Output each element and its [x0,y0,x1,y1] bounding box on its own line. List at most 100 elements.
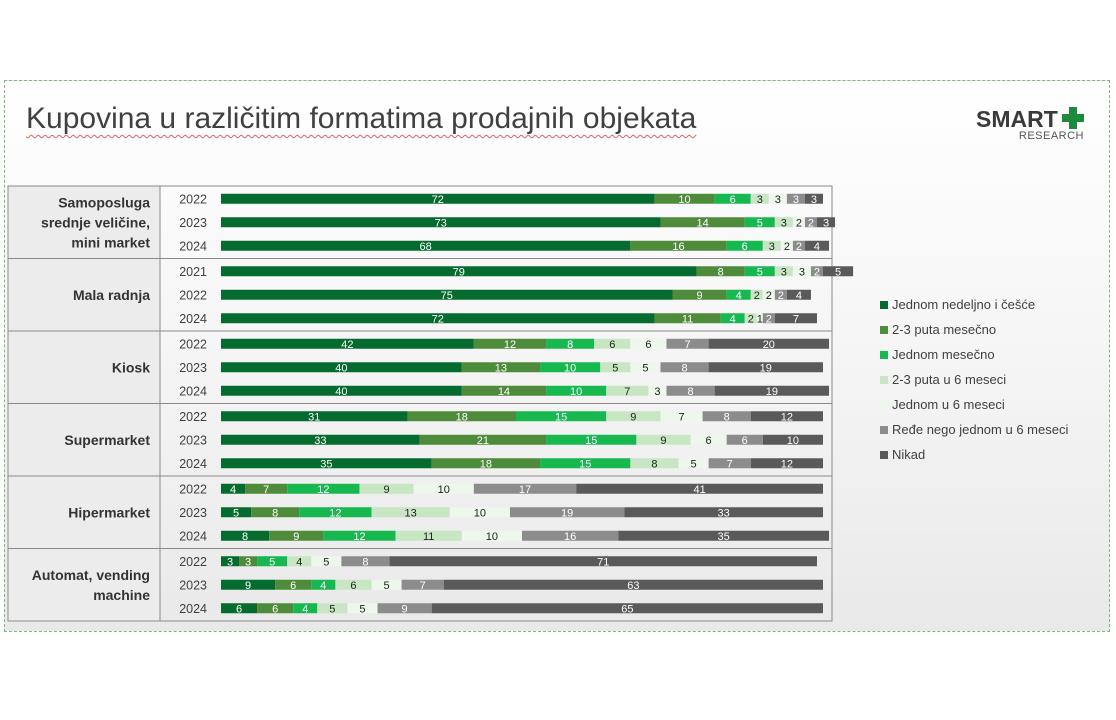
bar-segment [768,193,787,204]
bar-segment [546,434,637,445]
bar-segment [762,240,781,251]
bar-segment [395,530,462,541]
bar-segment [317,603,348,614]
bar-segment [293,603,318,614]
data-label: 3 [757,194,763,206]
bar-segment [750,411,823,422]
data-label: 12 [353,531,365,543]
bar-segment [726,240,763,251]
data-label: 2 [796,217,802,229]
bar-segment [419,434,547,445]
bar-segment [287,556,312,567]
bar-segment [576,483,823,494]
bar-segment [666,338,709,349]
bar-segment [540,362,601,373]
data-label: 19 [760,362,772,374]
bar-segment [804,217,817,228]
data-label: 3 [769,241,775,253]
data-label: 10 [438,484,450,496]
bar-segment [311,556,342,567]
data-label: 3 [811,194,817,206]
bar-segment [600,362,631,373]
bar-segment [792,266,811,277]
year-label: 2022 [179,410,207,424]
bar-segment [257,603,294,614]
category-label: Mala radnja [73,287,150,303]
data-label: 40 [335,386,347,398]
bar-segment [804,193,823,204]
bar-segment [443,579,823,590]
year-label: 2023 [179,216,207,230]
bar-segment [648,385,667,396]
bar-segment [672,289,727,300]
data-label: 2 [808,217,814,229]
bar-segment [257,556,288,567]
bar-segment [720,313,745,324]
data-label: 4 [736,290,742,302]
data-label: 20 [763,339,775,351]
data-label: 7 [727,458,733,470]
data-label: 17 [519,484,531,496]
bar-segment [606,385,649,396]
bar-segment [515,411,607,422]
data-label: 8 [272,507,278,519]
bar-segment [792,240,805,251]
data-label: 5 [757,217,763,229]
year-label: 2022 [179,337,207,351]
data-label: 6 [290,580,296,592]
data-label: 18 [480,458,492,470]
data-label: 31 [308,411,320,423]
data-label: 11 [682,313,693,325]
data-label: 9 [697,290,703,302]
data-label: 8 [362,556,368,568]
category-label: machine [93,587,150,603]
data-label: 15 [579,458,591,470]
data-label: 63 [627,580,639,592]
bar-segment [413,483,474,494]
bar-segment [630,338,667,349]
category-label: mini market [71,234,150,250]
data-label: 13 [405,507,417,519]
data-label: 9 [402,603,408,615]
bar-segment [750,289,763,300]
data-label: 73 [435,217,447,229]
bar-segment [221,579,276,590]
data-label: 6 [609,339,615,351]
data-label: 1 [757,313,763,325]
bar-segment [744,266,775,277]
data-label: 10 [678,194,690,206]
data-label: 12 [781,458,793,470]
bar-segment [750,458,823,469]
bar-segment [630,362,661,373]
data-label: 16 [564,531,576,543]
data-label: 21 [477,435,489,447]
year-label: 2022 [179,482,207,496]
logo-plus-icon [1062,107,1084,129]
data-label: 5 [383,580,389,592]
data-label: 35 [320,458,332,470]
data-label: 68 [420,241,432,253]
bar-segment [618,530,830,541]
year-label: 2024 [179,384,207,398]
data-label: 8 [724,411,730,423]
bar-segment [221,193,655,204]
category-label: Hipermarket [68,504,150,520]
bar-segment [347,603,378,614]
data-label: 3 [799,266,805,278]
bar-segment [678,458,709,469]
data-label: 4 [814,241,820,253]
data-label: 9 [660,435,666,447]
bar-segment [762,434,823,445]
data-label: 7 [684,339,690,351]
bar-segment [708,458,751,469]
data-label: 35 [718,531,730,543]
data-label: 7 [263,484,269,496]
data-label: 5 [329,603,335,615]
legend-swatch [880,451,888,459]
data-label: 6 [350,580,356,592]
data-label: 3 [793,194,799,206]
data-label: 2 [814,266,820,278]
data-label: 3 [775,194,781,206]
data-label: 8 [718,266,724,278]
bar-segment [221,313,655,324]
